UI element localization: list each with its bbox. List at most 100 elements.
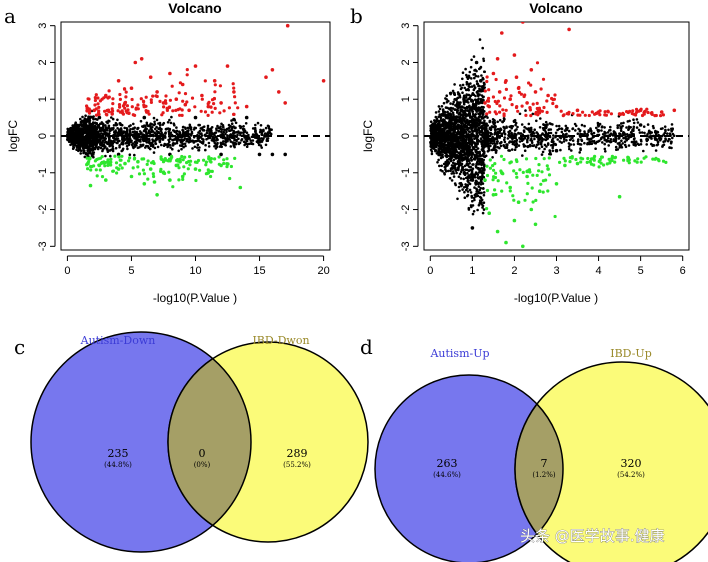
ns-point xyxy=(445,155,449,159)
ns-point xyxy=(613,134,617,137)
ns-point xyxy=(243,143,246,147)
up-point xyxy=(509,94,513,98)
up-point xyxy=(545,110,549,114)
ns-point xyxy=(618,136,621,140)
down-point xyxy=(526,181,530,185)
up-point xyxy=(487,88,491,92)
up-point xyxy=(529,114,533,118)
down-point xyxy=(169,154,174,158)
ns-point xyxy=(158,121,162,125)
up-point xyxy=(494,112,498,116)
ns-point xyxy=(127,141,130,144)
up-point xyxy=(486,104,490,108)
up-point xyxy=(545,99,549,103)
ns-point xyxy=(133,153,136,157)
ns-point xyxy=(127,138,131,141)
ns-point xyxy=(79,120,83,124)
up-point xyxy=(162,105,166,109)
ns-point xyxy=(574,124,578,128)
ns-point xyxy=(665,132,669,135)
ns-point xyxy=(458,157,461,160)
ns-point xyxy=(654,149,658,152)
down-point xyxy=(598,157,602,162)
up-point xyxy=(222,109,226,113)
ns-point xyxy=(192,141,196,144)
ns-point xyxy=(446,113,449,116)
ns-point xyxy=(544,123,548,127)
ns-point xyxy=(443,173,447,176)
ns-point xyxy=(600,125,604,128)
ns-point xyxy=(458,152,462,155)
ns-point xyxy=(214,135,217,138)
down-point xyxy=(150,161,154,165)
panel-letter-a: a xyxy=(4,4,16,28)
up-point xyxy=(321,79,326,83)
ns-point xyxy=(97,115,102,120)
ns-point xyxy=(650,142,653,146)
ns-point xyxy=(652,126,655,130)
ns-point xyxy=(84,136,88,139)
ns-point xyxy=(482,106,485,109)
ns-point xyxy=(466,187,469,190)
down-point xyxy=(653,157,657,161)
down-point xyxy=(533,222,538,227)
ns-point xyxy=(471,141,475,144)
down-point xyxy=(115,171,119,175)
ns-point xyxy=(133,130,136,133)
ns-point xyxy=(479,196,483,200)
ns-point xyxy=(481,46,485,50)
ns-point xyxy=(562,135,566,138)
ns-point xyxy=(470,123,473,126)
ns-point xyxy=(593,141,596,144)
ns-point xyxy=(474,125,478,128)
ns-point xyxy=(443,123,447,126)
down-point xyxy=(540,170,544,174)
ns-point xyxy=(251,127,255,130)
ns-point xyxy=(107,124,111,128)
down-point xyxy=(504,240,508,245)
ns-point xyxy=(544,126,548,130)
ns-point xyxy=(486,129,489,132)
down-point xyxy=(500,189,504,193)
down-point xyxy=(109,157,113,161)
up-point xyxy=(270,68,275,72)
ns-point xyxy=(265,137,269,141)
ns-point xyxy=(453,155,456,159)
ns-point xyxy=(74,132,78,136)
ns-point xyxy=(88,117,91,121)
ns-point xyxy=(115,137,119,141)
ns-point xyxy=(474,164,478,168)
ns-point xyxy=(531,144,535,147)
ns-point xyxy=(469,204,473,207)
ns-point xyxy=(577,127,580,131)
up-point xyxy=(497,90,502,94)
ns-point xyxy=(483,144,487,147)
up-point xyxy=(164,94,168,98)
down-point xyxy=(202,158,206,162)
up-point xyxy=(567,110,571,114)
ns-point xyxy=(459,129,463,133)
down-point xyxy=(491,193,496,197)
ns-point xyxy=(125,137,128,140)
ns-point xyxy=(468,108,471,112)
ns-point xyxy=(453,118,457,122)
ns-point xyxy=(96,146,100,149)
ns-point xyxy=(177,149,180,153)
down-point xyxy=(161,160,166,164)
ns-point xyxy=(451,102,455,106)
ns-point xyxy=(460,106,464,109)
down-point xyxy=(164,158,168,162)
up-point xyxy=(199,109,203,113)
ns-point xyxy=(562,137,566,141)
ns-point xyxy=(510,148,514,151)
up-point xyxy=(542,105,546,110)
ns-point xyxy=(185,137,189,141)
ns-point xyxy=(219,125,222,128)
y-tick-label: 3 xyxy=(37,23,49,29)
ns-point xyxy=(459,84,462,87)
ns-point xyxy=(466,162,469,165)
ns-point xyxy=(152,151,156,154)
ns-point xyxy=(95,122,98,126)
ns-point xyxy=(517,144,521,147)
